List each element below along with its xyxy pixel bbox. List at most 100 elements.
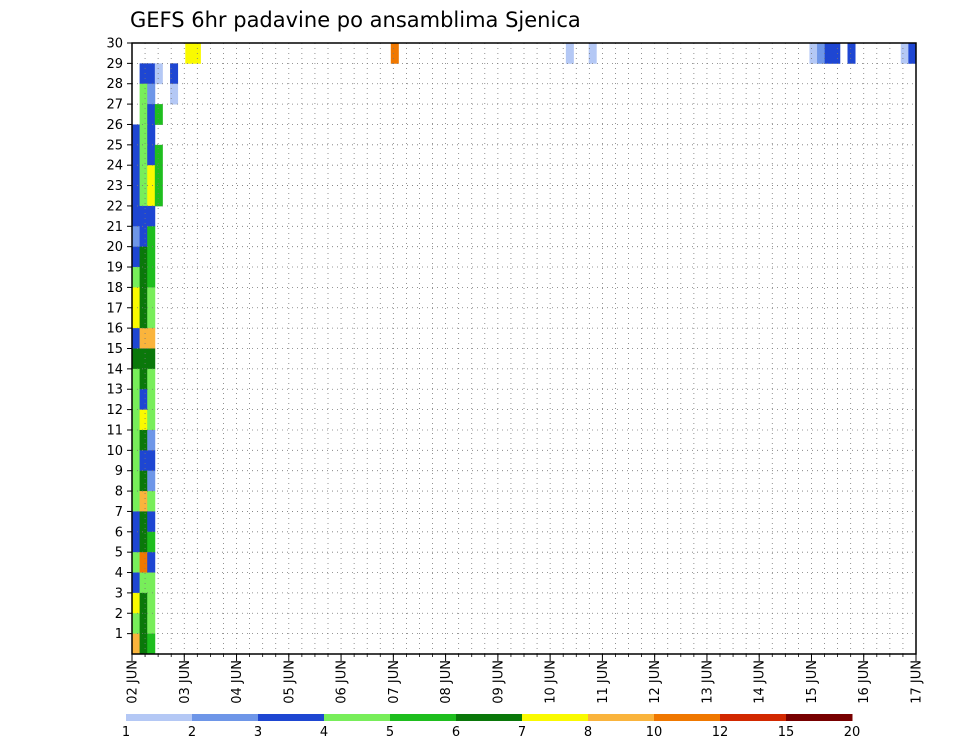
x-tick-label: 02 JUN	[126, 660, 141, 704]
heatmap-cell	[147, 144, 156, 166]
x-tick-label: 12 JUN	[648, 660, 663, 704]
heatmap-cells	[132, 43, 917, 655]
heatmap-cell	[147, 307, 156, 329]
heatmap-cell	[132, 124, 141, 146]
heatmap-cell	[139, 511, 148, 533]
legend-swatch	[687, 714, 721, 721]
heatmap-cell	[147, 348, 156, 370]
legend-label: 4	[320, 725, 328, 740]
heatmap-cell	[139, 633, 148, 655]
x-tick-label: 10 JUN	[544, 660, 559, 704]
y-tick-label: 28	[106, 77, 123, 92]
heatmap-cell	[147, 470, 156, 492]
heatmap-cell	[139, 409, 148, 431]
heatmap-cell	[139, 613, 148, 635]
heatmap-cell	[154, 185, 163, 207]
legend-swatch	[720, 714, 754, 721]
heatmap-cell	[147, 63, 156, 85]
y-tick-label: 27	[106, 98, 123, 113]
heatmap-cell	[832, 43, 841, 64]
heatmap-cell	[147, 633, 156, 655]
heatmap-cell	[132, 368, 141, 390]
heatmap-cell	[147, 226, 156, 248]
heatmap-cell	[847, 43, 856, 64]
heatmap-cell	[139, 185, 148, 207]
heatmap-cell	[132, 470, 141, 492]
legend-label: 12	[712, 725, 729, 740]
x-tick-label: 11 JUN	[596, 660, 611, 704]
x-tick-label: 07 JUN	[387, 660, 402, 704]
y-tick-label: 17	[106, 301, 123, 316]
y-tick-label: 30	[106, 37, 123, 52]
heatmap-cell	[132, 613, 141, 635]
heatmap-cell	[132, 165, 141, 186]
heatmap-cell	[139, 531, 148, 553]
y-tick-label: 9	[115, 464, 123, 479]
heatmap-cell	[147, 267, 156, 288]
legend-swatch	[456, 714, 490, 721]
legend-swatch	[390, 714, 424, 721]
legend-label: 5	[386, 725, 394, 740]
heatmap-cell	[139, 205, 148, 227]
legend-label: 7	[518, 725, 526, 740]
heatmap-cell	[139, 389, 148, 410]
legend-label: 20	[844, 725, 861, 740]
heatmap-cell	[170, 63, 179, 85]
y-tick-label: 10	[106, 444, 123, 459]
heatmap-cell	[132, 348, 141, 370]
x-tick-label: 14 JUN	[753, 660, 768, 704]
heatmap-cell	[147, 287, 156, 309]
heatmap-cell	[817, 43, 826, 64]
y-tick-label: 11	[106, 423, 123, 438]
heatmap-cell	[139, 165, 148, 186]
y-tick-label: 15	[106, 342, 123, 357]
heatmap-cell	[147, 429, 156, 451]
legend-label: 15	[778, 725, 795, 740]
y-tick-label: 7	[115, 505, 123, 520]
legend-swatch	[753, 714, 787, 721]
heatmap-cell	[132, 267, 141, 288]
heatmap-cell	[132, 572, 141, 594]
heatmap-cell	[170, 83, 179, 105]
heatmap-cell	[147, 531, 156, 553]
y-tick-label: 4	[115, 566, 123, 581]
heatmap-cell	[147, 165, 156, 186]
grid-lines	[132, 43, 916, 654]
x-tick-label: 03 JUN	[178, 660, 193, 704]
heatmap-cell	[147, 592, 156, 614]
heatmap-cell	[132, 450, 141, 472]
y-tick-label: 20	[106, 240, 123, 255]
y-tick-label: 22	[106, 199, 123, 214]
legend-swatch	[126, 714, 160, 721]
legend-label: 2	[188, 725, 196, 740]
y-tick-label: 24	[106, 159, 123, 174]
y-tick-label: 25	[106, 138, 123, 153]
y-tick-label: 6	[115, 525, 123, 540]
heatmap-cell	[154, 165, 163, 186]
heatmap-cell	[147, 124, 156, 146]
heatmap-cell	[139, 572, 148, 594]
heatmap-cell	[147, 511, 156, 533]
y-tick-label: 3	[115, 586, 123, 601]
heatmap-cell	[132, 246, 141, 268]
heatmap-cell	[147, 409, 156, 431]
heatmap-cell	[139, 307, 148, 329]
legend-swatch	[588, 714, 622, 721]
chart-title: GEFS 6hr padavine po ansamblima Sjenica	[130, 8, 581, 32]
legend-swatch	[192, 714, 226, 721]
heatmap-cell	[139, 552, 148, 573]
heatmap-cell	[139, 450, 148, 472]
heatmap-cell	[908, 43, 917, 64]
legend-swatch	[291, 714, 325, 721]
y-tick-label: 18	[106, 281, 123, 296]
heatmap-cell	[139, 470, 148, 492]
heatmap-cell	[147, 389, 156, 410]
heatmap-cell	[824, 43, 833, 64]
heatmap-cell	[147, 246, 156, 268]
x-axis: 02 JUN 03 JUN 04 JUN 05 JUN 06 JUN 07 JUN 08 J…	[126, 654, 925, 704]
heatmap-cell	[900, 43, 909, 64]
heatmap-cell	[139, 429, 148, 451]
heatmap-cell	[132, 389, 141, 410]
x-tick-label: 13 JUN	[700, 660, 715, 704]
y-tick-label: 23	[106, 179, 123, 194]
